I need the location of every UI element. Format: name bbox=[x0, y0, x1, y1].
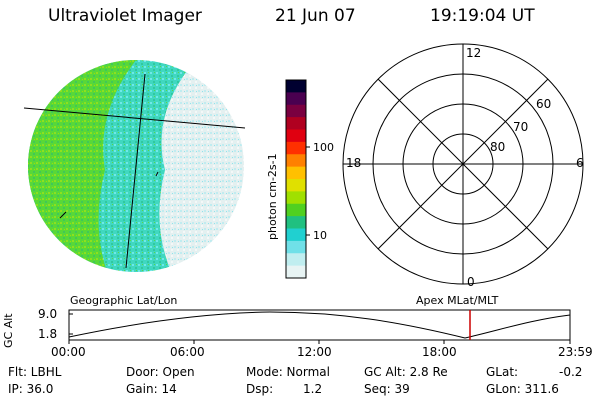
colorbar-segment bbox=[286, 216, 306, 229]
status-gain: Gain: 14 bbox=[126, 382, 177, 396]
status-gc-alt: GC Alt: 2.8 Re bbox=[364, 365, 448, 379]
timeline-axis-label: GC Alt bbox=[2, 313, 15, 348]
colorbar-segment bbox=[286, 166, 306, 180]
colorbar-segment bbox=[286, 141, 306, 155]
colorbar-segment bbox=[286, 179, 306, 192]
y-tick-9: 9.0 bbox=[38, 307, 58, 321]
timeline-right-title: Apex MLat/MLT bbox=[416, 294, 499, 307]
mlat-label-80: 80 bbox=[490, 140, 506, 154]
status-dsp-value: 1.2 bbox=[303, 382, 323, 396]
colorbar-label-10: 10 bbox=[313, 229, 327, 242]
x-tick-0600: 06:00 bbox=[170, 345, 205, 359]
x-tick-1200: 12:00 bbox=[297, 345, 332, 359]
colorbar-segment bbox=[286, 80, 306, 93]
timeline-left-title: Geographic Lat/Lon bbox=[70, 294, 178, 307]
colorbar-segment bbox=[286, 253, 306, 267]
colorbar-segment bbox=[286, 203, 306, 217]
timeline-frame bbox=[68, 309, 571, 341]
colorbar-segment bbox=[286, 240, 306, 254]
mlat-label-70: 70 bbox=[513, 120, 529, 134]
colorbar-frame bbox=[285, 79, 307, 279]
mlt-label-6: 6 bbox=[576, 156, 584, 170]
tick-mark bbox=[59, 211, 67, 219]
time-label: 19:19:04 UT bbox=[430, 6, 535, 26]
status-glon: GLon: 311.6 bbox=[486, 382, 559, 396]
status-glat-label: GLat: bbox=[486, 365, 519, 379]
colorbar-segment bbox=[286, 228, 306, 242]
colorbar-segment bbox=[286, 129, 306, 143]
mlt-label-12: 12 bbox=[466, 46, 482, 60]
status-mode: Mode: Normal bbox=[246, 365, 330, 379]
colorbar-segment bbox=[286, 154, 306, 168]
mlt-label-18: 18 bbox=[346, 156, 362, 170]
x-tick-2359: 23:59 bbox=[558, 345, 593, 359]
mlt-label-0: 0 bbox=[467, 275, 475, 289]
colorbar-segment bbox=[286, 191, 306, 205]
colorbar-label-100: 100 bbox=[313, 141, 334, 154]
altitude-curve bbox=[68, 311, 571, 339]
status-dsp-label: Dsp: bbox=[246, 382, 274, 396]
status-filter: Flt: LBHL bbox=[8, 365, 62, 379]
status-ip: IP: 36.0 bbox=[8, 382, 54, 396]
colorbar bbox=[286, 80, 306, 279]
longitude-line bbox=[125, 73, 146, 269]
status-glat-value: -0.2 bbox=[559, 365, 583, 379]
polar-grid bbox=[342, 43, 584, 285]
tick-mark bbox=[155, 171, 159, 177]
x-tick-1800: 18:00 bbox=[422, 345, 457, 359]
earth-disc-image bbox=[28, 60, 244, 272]
status-door: Door: Open bbox=[126, 365, 195, 379]
mlat-label-60: 60 bbox=[536, 97, 552, 111]
latitude-line bbox=[23, 107, 246, 129]
colorbar-segment bbox=[286, 104, 306, 118]
instrument-title: Ultraviolet Imager bbox=[48, 6, 202, 26]
x-tick-0000: 00:00 bbox=[51, 345, 86, 359]
status-seq: Seq: 39 bbox=[364, 382, 410, 396]
y-tick-1-8: 1.8 bbox=[38, 327, 58, 341]
colorbar-segment bbox=[286, 265, 306, 279]
colorbar-segment bbox=[286, 117, 306, 130]
colorbar-unit-label: photon cm-2s-1 bbox=[266, 153, 279, 240]
date-label: 21 Jun 07 bbox=[275, 6, 356, 26]
colorbar-segment bbox=[286, 92, 306, 106]
